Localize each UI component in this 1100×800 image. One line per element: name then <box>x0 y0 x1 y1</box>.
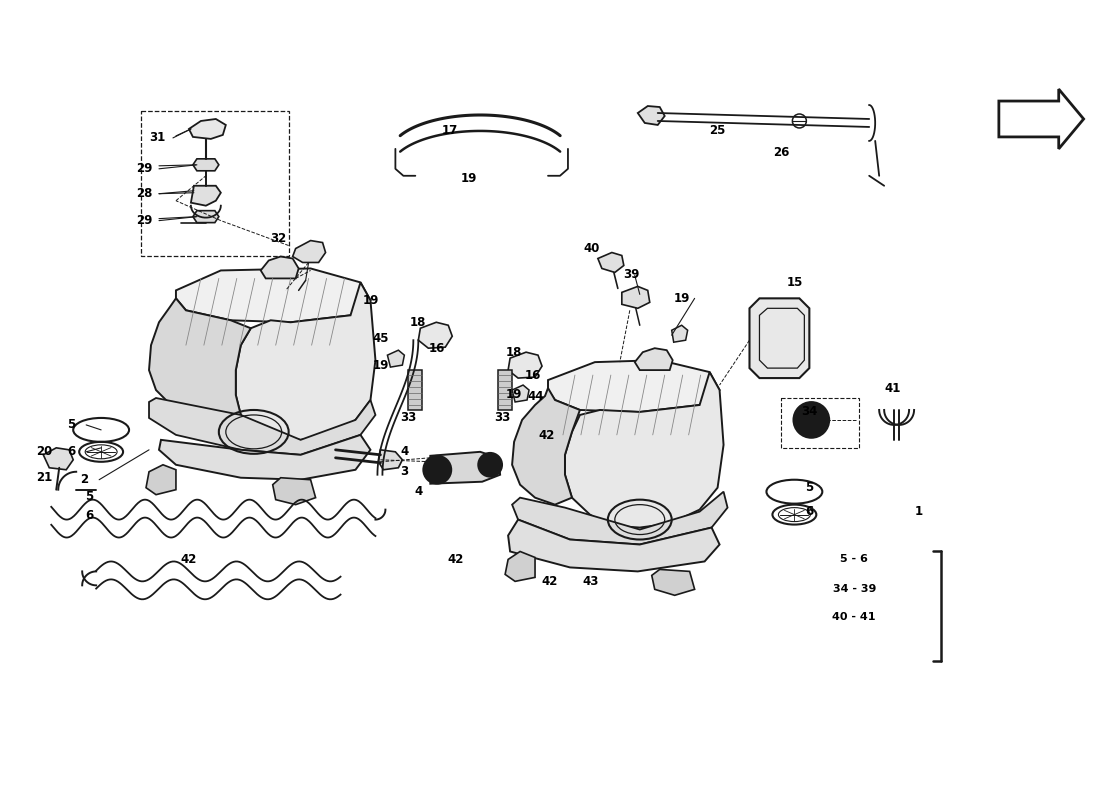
Polygon shape <box>513 385 529 402</box>
Text: 32: 32 <box>271 232 287 245</box>
Polygon shape <box>508 519 719 571</box>
Polygon shape <box>293 241 326 262</box>
Text: 26: 26 <box>773 146 790 159</box>
Polygon shape <box>598 253 624 273</box>
Polygon shape <box>261 257 298 278</box>
Polygon shape <box>378 450 403 470</box>
Text: 2: 2 <box>80 474 88 486</box>
Polygon shape <box>635 348 673 370</box>
Text: 5: 5 <box>67 418 75 431</box>
Text: 19: 19 <box>362 294 378 307</box>
Text: 6: 6 <box>67 446 75 458</box>
Polygon shape <box>189 119 226 139</box>
Polygon shape <box>548 360 719 412</box>
Text: 34 - 39: 34 - 39 <box>833 584 876 594</box>
Text: 42: 42 <box>180 553 197 566</box>
Polygon shape <box>148 398 375 455</box>
Text: 29: 29 <box>135 162 152 175</box>
Circle shape <box>478 453 502 477</box>
Text: 3: 3 <box>400 466 408 478</box>
Text: 33: 33 <box>400 411 417 425</box>
Polygon shape <box>651 570 694 595</box>
Text: 34: 34 <box>801 406 817 418</box>
Text: 40 - 41: 40 - 41 <box>833 612 876 622</box>
Text: 19: 19 <box>673 292 690 305</box>
Text: 5 - 6: 5 - 6 <box>840 554 868 565</box>
Polygon shape <box>160 435 371 480</box>
Text: 19: 19 <box>506 387 522 401</box>
Text: 21: 21 <box>36 471 53 484</box>
Text: 19: 19 <box>461 172 477 186</box>
Text: 29: 29 <box>135 214 152 227</box>
Text: 17: 17 <box>442 125 459 138</box>
Text: 40: 40 <box>584 242 601 255</box>
Polygon shape <box>508 352 542 378</box>
Polygon shape <box>387 350 405 367</box>
Text: 18: 18 <box>410 316 427 329</box>
Text: 16: 16 <box>429 342 446 354</box>
Polygon shape <box>418 322 452 348</box>
Polygon shape <box>621 286 650 308</box>
Text: 31: 31 <box>148 131 165 145</box>
Polygon shape <box>749 298 810 378</box>
Polygon shape <box>148 298 251 420</box>
Text: 44: 44 <box>528 390 544 402</box>
Polygon shape <box>192 210 219 222</box>
Text: 45: 45 <box>372 332 388 345</box>
Polygon shape <box>505 551 535 582</box>
Text: 33: 33 <box>494 411 510 425</box>
Text: 42: 42 <box>447 553 463 566</box>
Circle shape <box>424 456 451 484</box>
Text: 18: 18 <box>506 346 522 358</box>
Text: 43: 43 <box>583 575 600 588</box>
Polygon shape <box>498 370 513 410</box>
Polygon shape <box>999 89 1084 149</box>
Polygon shape <box>146 465 176 494</box>
Text: 5: 5 <box>85 490 94 503</box>
Text: 5: 5 <box>805 481 814 494</box>
Text: 1: 1 <box>915 505 923 518</box>
Polygon shape <box>191 186 221 206</box>
Text: 4: 4 <box>400 446 408 458</box>
Text: 6: 6 <box>85 509 94 522</box>
Polygon shape <box>672 326 688 342</box>
Text: 6: 6 <box>805 505 814 518</box>
Text: 20: 20 <box>36 446 53 458</box>
Polygon shape <box>513 388 580 505</box>
Text: 41: 41 <box>884 382 900 394</box>
Polygon shape <box>235 282 375 440</box>
Polygon shape <box>408 370 422 410</box>
Text: 42: 42 <box>539 430 556 442</box>
Text: 16: 16 <box>525 369 541 382</box>
Polygon shape <box>638 106 664 125</box>
Polygon shape <box>192 159 219 170</box>
Text: 19: 19 <box>372 358 388 372</box>
Text: 25: 25 <box>710 125 726 138</box>
Polygon shape <box>513 492 727 545</box>
Polygon shape <box>565 372 724 527</box>
Polygon shape <box>273 478 316 505</box>
Polygon shape <box>43 448 74 470</box>
Polygon shape <box>176 269 371 322</box>
Text: 15: 15 <box>786 276 803 289</box>
Text: 28: 28 <box>135 187 152 200</box>
Text: 42: 42 <box>542 575 558 588</box>
Text: 39: 39 <box>624 268 640 281</box>
Polygon shape <box>430 452 500 484</box>
Text: 4: 4 <box>415 485 422 498</box>
Circle shape <box>793 402 829 438</box>
